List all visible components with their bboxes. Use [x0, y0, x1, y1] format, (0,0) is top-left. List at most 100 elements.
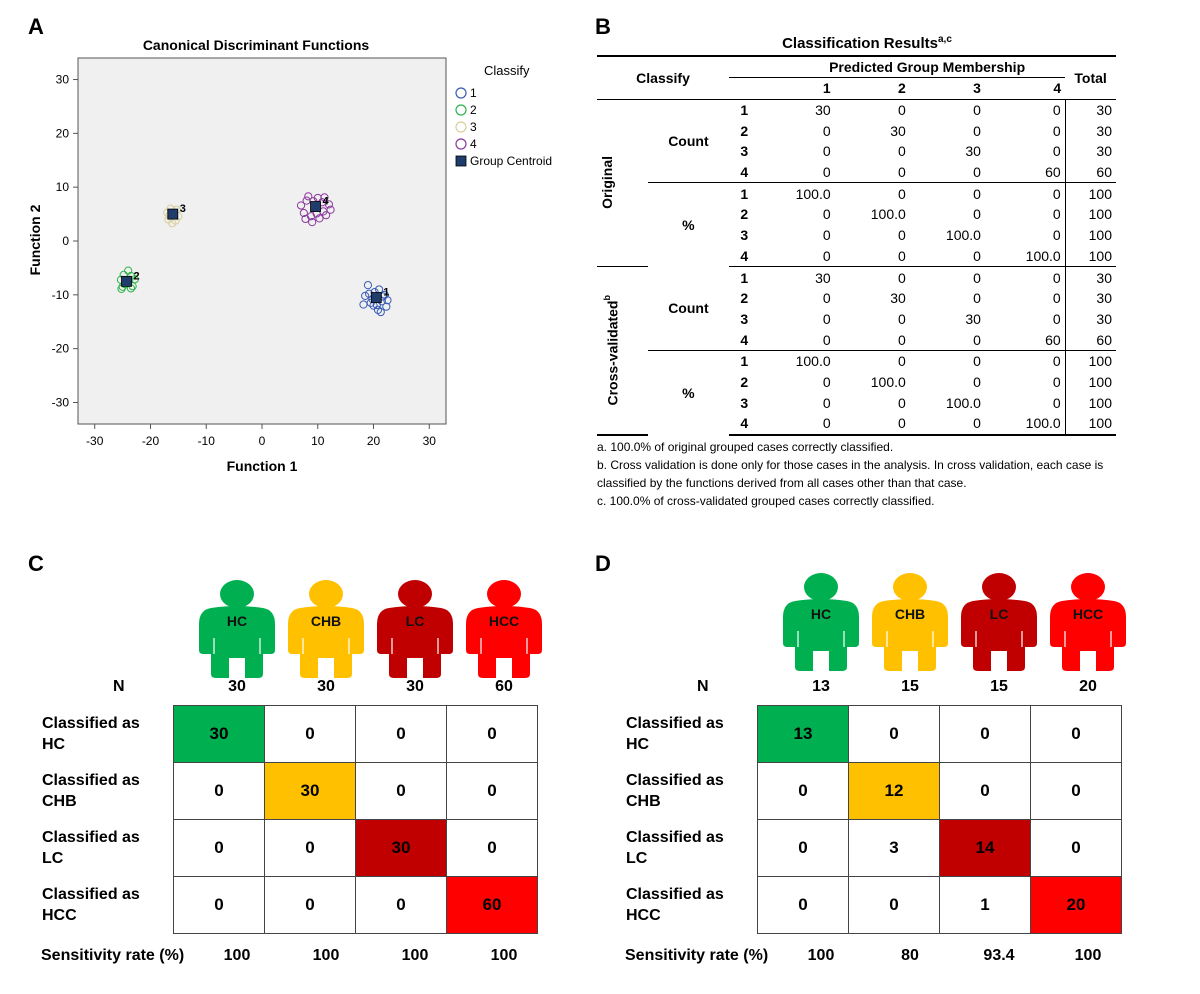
group-section-label: Cross-validated — [604, 300, 621, 406]
value-cell: 100.0 — [945, 227, 981, 244]
data-point-group-1 — [373, 305, 383, 314]
group-centroid — [167, 208, 179, 220]
value-cell: 30 — [890, 122, 906, 139]
total-cell: 30 — [1064, 308, 1116, 330]
total-cell: 60 — [1064, 329, 1116, 351]
n-value: 60 — [495, 678, 513, 695]
figure-label: LC — [989, 606, 1009, 622]
n-value: 30 — [228, 678, 246, 695]
measure-label: % — [647, 349, 730, 435]
legend-label: Group Centroid — [470, 154, 552, 168]
total-cell: 100 — [1064, 349, 1116, 372]
matrix-cell: 0 — [264, 819, 356, 877]
matrix-cell: 0 — [1030, 762, 1122, 820]
measure-label: Count — [668, 133, 709, 150]
value-cell: 100.0 — [945, 394, 981, 411]
table-row: Cross-validatedb Count 1 30 0 0 0 30 — [597, 266, 1116, 436]
table-row: 3 0 0 100.0 0 100 — [597, 392, 1116, 413]
y-tick-label: 10 — [56, 180, 70, 194]
table-row: % 1 100.0 0 0 0 100 — [597, 349, 1116, 435]
value-cell: 0 — [973, 373, 981, 390]
value-cell: 0 — [1052, 122, 1061, 139]
value-cell: 0 — [822, 227, 831, 244]
value-cell: 100.0 — [759, 349, 835, 372]
value-cell: 0 — [973, 164, 981, 181]
value-cell: 0 — [898, 102, 906, 119]
figure-hc: HC — [197, 580, 277, 683]
group-centroid — [310, 201, 321, 212]
matrix-row: Classified as HC 13 0 0 0 — [625, 705, 1122, 763]
matrix-cell: 0 — [1030, 819, 1122, 877]
figure-label: HC — [810, 606, 832, 622]
x-tick-label: 30 — [423, 434, 437, 448]
data-point-group-1 — [363, 281, 373, 290]
n-value: 13 — [812, 678, 830, 695]
header-group-1: 1 — [759, 77, 835, 100]
matrix-cell: 0 — [173, 876, 265, 934]
note-c: c. 100.0% of cross-validated grouped cas… — [597, 493, 935, 508]
sensitivity-value: 100 — [312, 947, 340, 964]
data-point-group-4 — [322, 211, 331, 220]
matrix-cell: 0 — [355, 705, 447, 763]
table-row: % 1 100.0 0 0 0 100 — [597, 182, 1116, 267]
value-cell: 0 — [822, 122, 831, 139]
value-cell: 0 — [1052, 373, 1061, 390]
original-label: Original — [597, 156, 617, 209]
matrix-row: Classified as HCC 0 0 0 60 — [41, 876, 538, 934]
value-cell: 0 — [822, 143, 831, 160]
chart-title: Canonical Discriminant Functions — [143, 37, 370, 53]
n-value: 30 — [406, 678, 424, 695]
matrix-cell: 0 — [264, 705, 356, 763]
value-cell: 0 — [822, 164, 831, 181]
total-cell: 100 — [1064, 204, 1116, 225]
legend-label: 3 — [470, 120, 477, 134]
row-group-label: 3 — [740, 394, 749, 411]
total-cell: 100 — [1064, 182, 1116, 205]
value-cell: 30 — [965, 310, 981, 327]
x-tick-label: 10 — [311, 434, 325, 448]
figure-label: HCC — [1072, 606, 1104, 622]
group-centroid — [121, 275, 132, 287]
value-cell: 30 — [965, 143, 981, 160]
x-tick-label: -20 — [142, 434, 160, 448]
row-label-line: CHB — [42, 793, 77, 810]
table-row: 3 0 0 30 0 30 — [597, 308, 1116, 330]
matrix-cell: 0 — [757, 876, 849, 934]
figure-label: CHB — [894, 606, 926, 622]
matrix-row: Classified as LC 0 0 30 0 — [41, 819, 538, 877]
table-title-sup: a,c — [937, 34, 952, 45]
matrix-cell: 0 — [848, 876, 940, 934]
y-axis-label: Function 2 — [27, 204, 43, 275]
row-group-label: 4 — [740, 331, 749, 348]
value-cell: 0 — [909, 413, 985, 436]
diagonal-cell: 12 — [848, 762, 940, 820]
centroid-label: 2 — [134, 270, 140, 282]
value-cell: 0 — [973, 290, 981, 307]
panel-letter-d: D — [595, 551, 611, 576]
row-label: Classified as HCC — [625, 877, 758, 934]
data-point-group-4 — [304, 192, 313, 201]
header-group-3: 3 — [909, 77, 985, 100]
n-value: 30 — [317, 678, 335, 695]
header-group-2: 2 — [834, 77, 910, 100]
matrix-cell: 0 — [939, 705, 1031, 763]
row-label: Classified as LC — [41, 820, 174, 877]
value-cell: 0 — [834, 413, 910, 436]
legend-marker — [455, 121, 467, 133]
figure-label: CHB — [310, 613, 342, 629]
row-label-line: HC — [42, 736, 66, 753]
row-group-label: 3 — [740, 143, 749, 160]
value-cell: 30 — [815, 102, 831, 119]
value-cell: 100.0 — [870, 206, 906, 223]
diagonal-cell: 30 — [355, 819, 447, 877]
value-cell: 0 — [898, 143, 906, 160]
value-cell: 0 — [1052, 143, 1061, 160]
sensitivity-value: 100 — [807, 947, 835, 964]
note-a: a. 100.0% of original grouped cases corr… — [597, 439, 894, 454]
row-label-line: HCC — [626, 907, 661, 924]
row-group-label: 2 — [740, 122, 749, 139]
diagonal-cell: 30 — [264, 762, 356, 820]
legend-title: Classify — [484, 63, 530, 78]
row-group-label: 1 — [740, 269, 749, 286]
value-cell: 0 — [898, 331, 906, 348]
